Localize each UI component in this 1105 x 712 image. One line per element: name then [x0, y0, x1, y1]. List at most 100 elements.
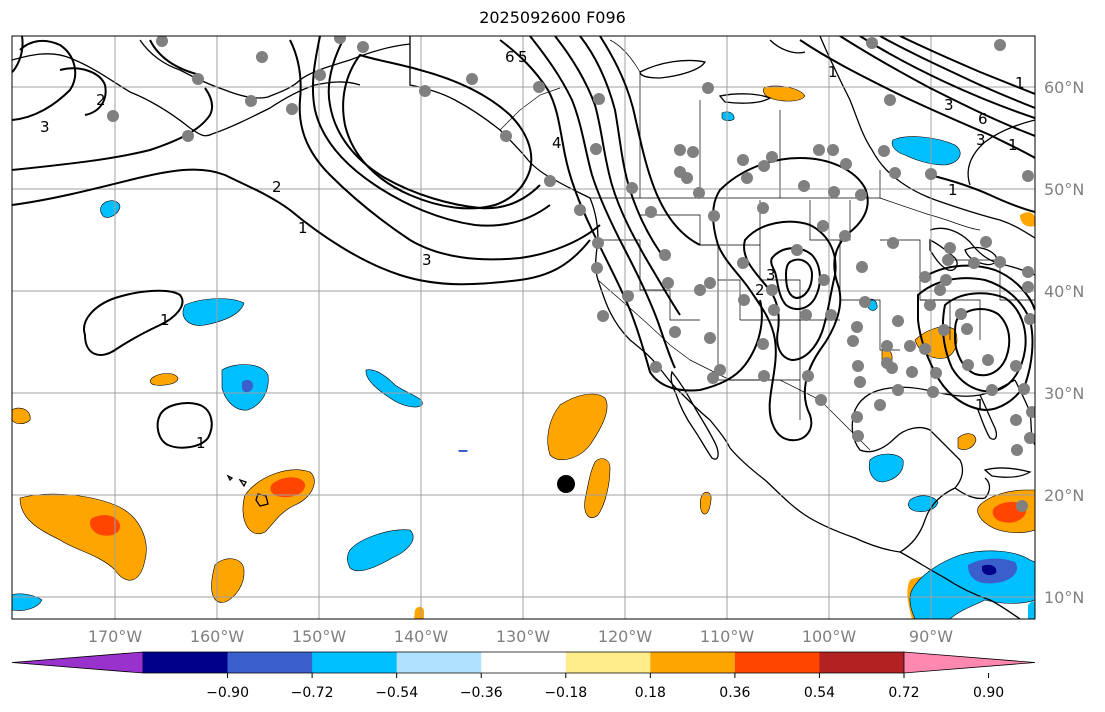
station-dot	[815, 394, 827, 406]
positive-anomaly-area	[12, 407, 31, 425]
station-dot	[1024, 313, 1035, 325]
station-dot	[874, 399, 886, 411]
contour-label: 1	[975, 396, 985, 414]
station-dot	[593, 93, 605, 105]
colorbar-tick-label: −0.90	[206, 685, 249, 701]
station-dot	[927, 386, 939, 398]
station-dot	[919, 343, 931, 355]
positive-anomaly-area	[699, 491, 712, 515]
colorbar-tick-label: −0.72	[291, 685, 334, 701]
contour-label: 6	[505, 48, 515, 66]
station-dot	[925, 168, 937, 180]
station-dot	[357, 41, 369, 53]
station-dot	[887, 237, 899, 249]
colorbar-tick-label: 0.18	[635, 685, 666, 701]
station-dot	[892, 384, 904, 396]
station-dot	[650, 361, 662, 373]
colorbar-segment	[734, 652, 820, 673]
station-dot	[813, 144, 825, 156]
station-dot	[955, 308, 967, 320]
positive-anomaly-area	[414, 606, 424, 619]
station-dot	[825, 309, 837, 321]
coastlines	[12, 36, 1035, 619]
contour-label: 5	[518, 48, 528, 66]
station-dot	[1022, 281, 1034, 293]
station-dot	[622, 290, 634, 302]
negative-anomaly-area	[100, 200, 121, 218]
station-dot	[866, 37, 878, 49]
map-title: 2025092600 F096	[479, 8, 626, 27]
station-dot	[818, 274, 830, 286]
contour-label: 1	[196, 434, 206, 452]
colorbar-extend-max	[903, 651, 1036, 674]
station-dot	[851, 321, 863, 333]
lon-label: 130°W	[496, 627, 551, 646]
lon-label: 160°W	[190, 627, 245, 646]
contour-label: 4	[552, 134, 562, 152]
negative-anomaly-area	[909, 550, 1035, 619]
negative-anomaly-area	[182, 298, 245, 326]
station-dot	[466, 73, 478, 85]
station-dot	[704, 332, 716, 344]
station-dot	[940, 274, 952, 286]
station-dot	[889, 167, 901, 179]
contour-label: 6	[978, 110, 988, 128]
colorbar-segment	[312, 652, 398, 673]
lat-label: 30°N	[1044, 384, 1084, 403]
station-dot	[1010, 360, 1022, 372]
colorbar-segment	[481, 652, 567, 673]
positive-anomaly-area	[242, 469, 315, 534]
contour-label: 3	[976, 131, 986, 149]
lon-label: 110°W	[700, 627, 755, 646]
station-dot	[286, 103, 298, 115]
station-dot	[938, 324, 950, 336]
station-dot	[704, 277, 716, 289]
station-dot	[802, 370, 814, 382]
station-dot	[930, 367, 942, 379]
station-dot	[847, 335, 859, 347]
station-dot	[544, 175, 556, 187]
station-dot	[738, 294, 750, 306]
station-dot	[533, 81, 545, 93]
positive-anomaly-area	[584, 458, 611, 519]
colorbar-tick-label: 0.72	[888, 685, 919, 701]
station-dot	[192, 73, 204, 85]
station-dot	[798, 180, 810, 192]
positive-anomaly-area	[150, 373, 179, 386]
negative-anomaly-area	[1028, 601, 1035, 619]
negative-anomaly-area	[12, 593, 43, 611]
station-dot	[968, 257, 980, 269]
station-dot	[892, 315, 904, 327]
station-dot	[107, 110, 119, 122]
station-dot	[314, 69, 326, 81]
lon-label: 120°W	[598, 627, 653, 646]
station-dot	[851, 411, 863, 423]
station-dot	[1026, 406, 1035, 418]
colorbar-segment	[819, 652, 905, 673]
station-dot	[904, 340, 916, 352]
station-dot	[828, 186, 840, 198]
station-dot	[182, 130, 194, 142]
station-dot	[708, 210, 720, 222]
station-dot	[856, 261, 868, 273]
station-dot	[419, 85, 431, 97]
negative-anomaly-area	[721, 111, 735, 122]
station-dot	[982, 354, 994, 366]
strong-negative-anomaly-area	[242, 379, 254, 393]
station-dot	[1024, 432, 1035, 444]
station-dot	[693, 187, 705, 199]
station-dot	[852, 430, 864, 442]
station-dot	[597, 310, 609, 322]
station-dot	[924, 299, 936, 311]
station-dot	[1022, 170, 1034, 182]
colorbar-segment	[650, 652, 736, 673]
station-dot	[758, 370, 770, 382]
colorbar-tick-label: −0.18	[544, 685, 587, 701]
station-dot	[766, 284, 778, 296]
political-borders	[409, 39, 1035, 451]
station-dot	[961, 323, 973, 335]
station-dot	[855, 189, 867, 201]
negative-anomaly-area	[347, 529, 414, 572]
station-dot	[757, 338, 769, 350]
